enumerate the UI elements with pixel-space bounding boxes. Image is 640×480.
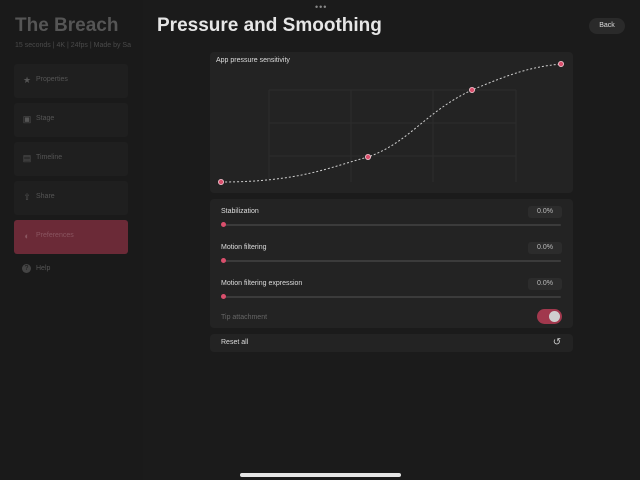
sidebar-item-label: Properties bbox=[36, 76, 68, 83]
reset-all-label: Reset all bbox=[221, 339, 249, 346]
stabilization-slider-knob[interactable] bbox=[221, 222, 226, 227]
curve-title: App pressure sensitivity bbox=[216, 57, 290, 64]
star-icon: ★ bbox=[22, 75, 32, 85]
stabilization-slider[interactable] bbox=[221, 222, 561, 227]
project-title: The Breach bbox=[15, 15, 119, 36]
project-meta: 15 seconds | 4K | 24fps | Made by Sa bbox=[15, 42, 131, 49]
pressure-curve-graph[interactable] bbox=[210, 52, 573, 193]
sidebar-item-timeline: ▤ Timeline bbox=[14, 142, 128, 176]
reset-icon: ↺ bbox=[552, 337, 562, 348]
motion-filtering-label: Motion filtering bbox=[221, 244, 267, 251]
pressure-curve-card: App pressure sensitivity bbox=[210, 52, 573, 193]
tip-attachment-toggle[interactable] bbox=[537, 309, 562, 324]
sidebar-item-label: Stage bbox=[36, 115, 55, 122]
motion-filtering-value[interactable]: 0.0% bbox=[528, 242, 562, 254]
motion-filtering-expression-slider[interactable] bbox=[221, 294, 561, 299]
page-title: Pressure and Smoothing bbox=[157, 15, 382, 36]
home-indicator bbox=[240, 473, 401, 477]
motion-filtering-slider[interactable] bbox=[221, 258, 561, 263]
image-icon: ▣ bbox=[22, 114, 32, 124]
pressure-curve-line bbox=[220, 63, 562, 183]
sheet-grabber[interactable]: ••• bbox=[315, 2, 328, 12]
curve-point-handle[interactable] bbox=[217, 179, 224, 186]
motion-filtering-expression-value[interactable]: 0.0% bbox=[528, 278, 562, 290]
sidebar-item-label: Share bbox=[36, 193, 55, 200]
curve-point-handle[interactable] bbox=[468, 87, 475, 94]
sidebar-item-preferences: ◐ Preferences bbox=[14, 220, 128, 254]
motion-filtering-expression-slider-knob[interactable] bbox=[221, 294, 226, 299]
share-icon: ⇧ bbox=[23, 192, 31, 202]
sidebar-item-properties: ★ Properties bbox=[14, 64, 128, 98]
stabilization-label: Stabilization bbox=[221, 208, 259, 215]
sidebar-item-share: ⇧ Share bbox=[14, 181, 128, 215]
back-button[interactable]: Back bbox=[589, 18, 625, 34]
tip-attachment-label: Tip attachment bbox=[221, 314, 268, 321]
toggle-icon: ◐ bbox=[24, 231, 30, 241]
reset-all-button[interactable]: Reset all ↺ bbox=[210, 334, 573, 352]
motion-filtering-expression-label: Motion filtering expression bbox=[221, 280, 303, 287]
sidebar-item-label: Preferences bbox=[36, 232, 74, 239]
stabilization-value[interactable]: 0.0% bbox=[528, 206, 562, 218]
sidebar-item-help: ? Help bbox=[14, 260, 128, 280]
sidebar-item-stage: ▣ Stage bbox=[14, 103, 128, 137]
toggle-thumb bbox=[549, 311, 560, 322]
sidebar-item-label: Timeline bbox=[36, 154, 63, 161]
timeline-icon: ▤ bbox=[22, 153, 32, 163]
smoothing-settings-card: Stabilization 0.0% Motion filtering 0.0%… bbox=[210, 199, 573, 328]
motion-filtering-slider-knob[interactable] bbox=[221, 258, 226, 263]
curve-point-handle[interactable] bbox=[364, 154, 371, 161]
curve-grid bbox=[268, 89, 517, 182]
curve-point-handle[interactable] bbox=[557, 60, 564, 67]
sidebar-item-label: Help bbox=[36, 265, 51, 272]
help-icon: ? bbox=[22, 264, 31, 273]
